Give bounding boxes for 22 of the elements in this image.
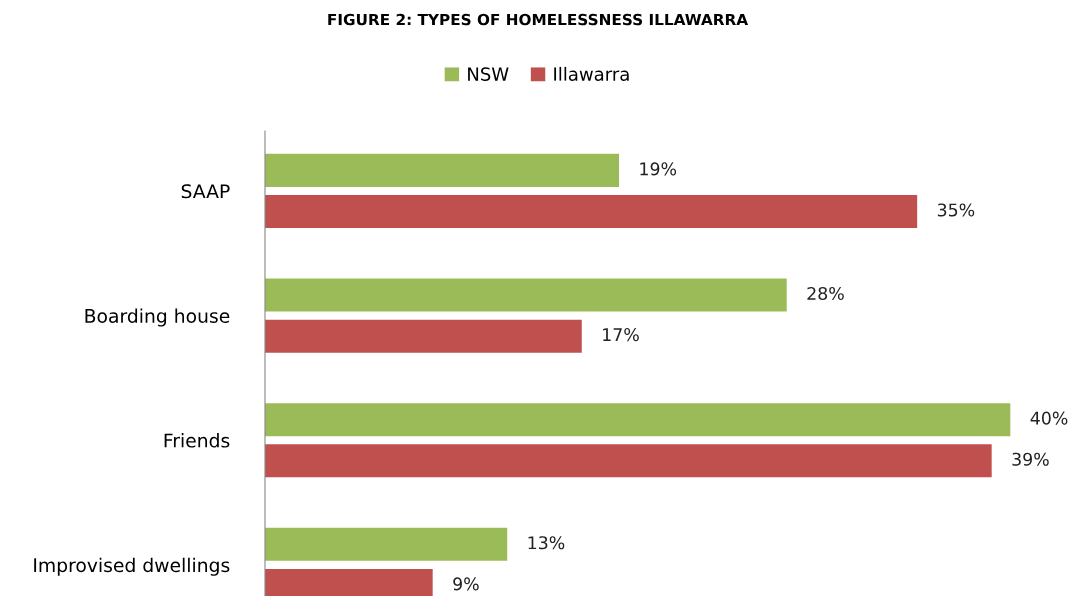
bar: [264, 403, 1011, 437]
y-tick-label: SAAP: [181, 184, 230, 199]
data-label: 40%: [1030, 411, 1068, 425]
bar: [264, 319, 582, 353]
y-tick-label: Improvised dwellings: [34, 557, 230, 576]
bar: [264, 153, 620, 187]
chart-title: FIGURE 2: TYPES OF HOMELESSNESS ILLAWARRA: [328, 13, 749, 26]
y-tick-label: Friends: [164, 433, 230, 448]
y-tick-label: Boarding house: [85, 308, 230, 327]
data-label: 35%: [937, 203, 975, 217]
data-label: 19%: [640, 162, 677, 176]
bar: [264, 444, 992, 478]
data-label: 28%: [807, 286, 844, 301]
legend-label: NSW: [468, 67, 509, 81]
data-label: 9%: [453, 577, 479, 591]
bar: [264, 278, 787, 312]
data-label: 17%: [603, 328, 639, 342]
legend-label: Illawarra: [554, 66, 629, 81]
bar: [264, 194, 918, 229]
bar: [264, 527, 508, 561]
data-label: 39%: [1012, 452, 1049, 466]
data-label: 13%: [528, 536, 565, 550]
